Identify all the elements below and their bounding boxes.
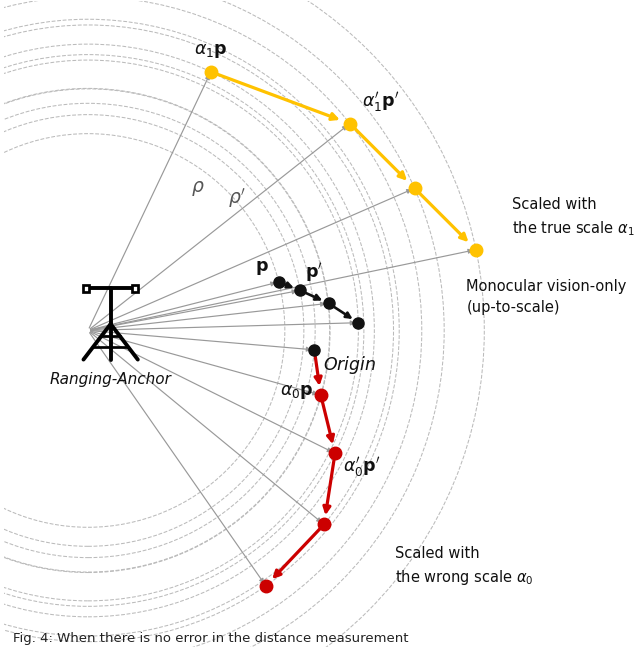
Bar bbox=[132, 285, 139, 292]
Text: Scaled with
the wrong scale $\alpha_0$: Scaled with the wrong scale $\alpha_0$ bbox=[395, 546, 534, 587]
Text: $\mathit{Origin}$: $\mathit{Origin}$ bbox=[323, 354, 377, 376]
Text: Fig. 4: When there is no error in the distance measurement: Fig. 4: When there is no error in the di… bbox=[13, 632, 408, 645]
Text: $\alpha_1\mathbf{p}$: $\alpha_1\mathbf{p}$ bbox=[194, 42, 228, 60]
Text: $\alpha_0\mathbf{p}$: $\alpha_0\mathbf{p}$ bbox=[280, 383, 313, 401]
Bar bbox=[83, 285, 89, 292]
Text: Scaled with
the true scale $\alpha_1$: Scaled with the true scale $\alpha_1$ bbox=[511, 197, 634, 238]
Text: $\mathbf{p}$: $\mathbf{p}$ bbox=[255, 259, 269, 277]
Text: $\rho'$: $\rho'$ bbox=[228, 186, 246, 210]
Text: Monocular vision-only
(up-to-scale): Monocular vision-only (up-to-scale) bbox=[466, 279, 626, 315]
Text: $\alpha_0'\mathbf{p}'$: $\alpha_0'\mathbf{p}'$ bbox=[343, 455, 380, 479]
Text: $\rho$: $\rho$ bbox=[191, 179, 205, 198]
Text: $\alpha_1'\mathbf{p}'$: $\alpha_1'\mathbf{p}'$ bbox=[361, 90, 399, 114]
Text: $\mathbf{p}'$: $\mathbf{p}'$ bbox=[305, 261, 322, 284]
Text: Ranging-Anchor: Ranging-Anchor bbox=[50, 373, 172, 388]
